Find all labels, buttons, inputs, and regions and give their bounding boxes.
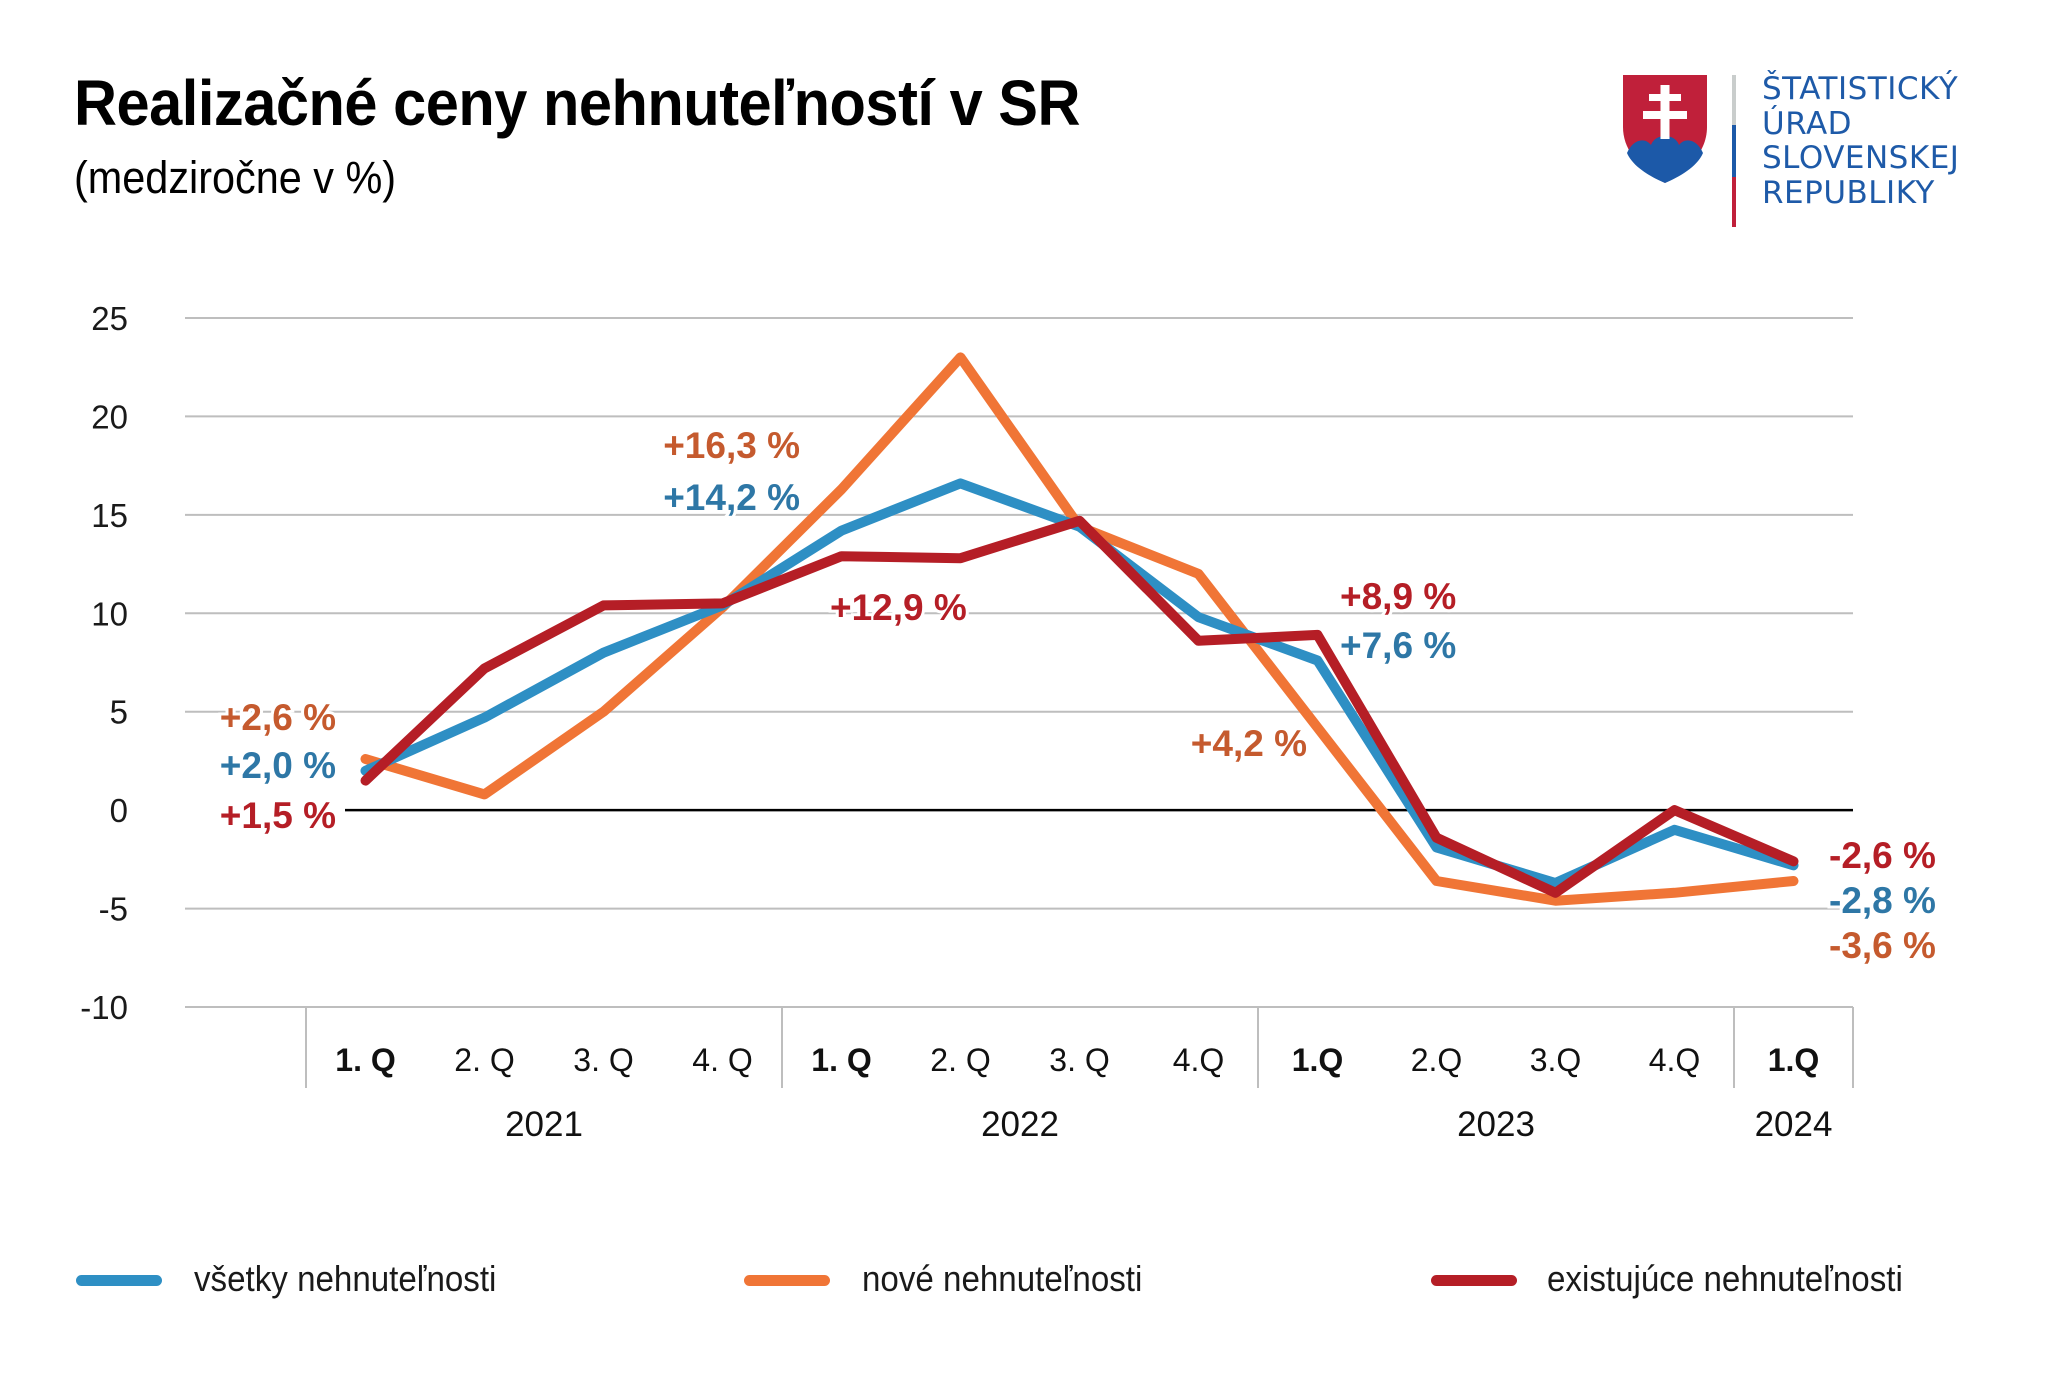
legend-label: existujúce nehnuteľnosti — [1547, 1258, 1903, 1299]
y-tick-label: -10 — [80, 989, 128, 1026]
x-axis: 2021 2022 2023 2024 1. Q 2. Q 3. Q 4. Q 1. Q 2. Q… — [305, 1007, 1854, 1144]
logo-line: ŠTATISTICKÝ — [1762, 71, 1959, 107]
y-tick-label: 25 — [91, 300, 128, 337]
series-line-0 — [360, 478, 1799, 888]
series-lines — [360, 352, 1799, 906]
x-tick-label: 2. Q — [930, 1042, 990, 1078]
data-label: +12,9 % — [830, 587, 967, 628]
data-label: +14,2 % — [663, 477, 800, 518]
data-labels: +2,6 % +2,0 % +1,5 % +16,3 % +14,2 % +12,9 % +… — [217, 422, 1939, 969]
y-tick-label: 10 — [91, 595, 128, 632]
y-tick-label: 5 — [110, 694, 128, 731]
x-tick-label: 4.Q — [1173, 1042, 1225, 1078]
logo-text: ŠTATISTICKÝ ÚRAD SLOVENSKEJ REPUBLIKY — [1762, 72, 1959, 210]
double-cross — [1643, 85, 1687, 139]
y-tick-label: 15 — [91, 497, 128, 534]
x-year-label: 2021 — [505, 1105, 583, 1144]
logo-line: ÚRAD — [1762, 105, 1853, 142]
logo-divider — [1732, 75, 1736, 227]
x-tick-label: 2. Q — [454, 1042, 514, 1078]
shield-hills — [1627, 136, 1703, 183]
data-label: +1,5 % — [220, 795, 336, 836]
gridlines — [185, 317, 1853, 1008]
data-label: -2,6 % — [1829, 835, 1936, 876]
data-label: +2,0 % — [220, 745, 336, 786]
x-tick-label: 1.Q — [1292, 1042, 1344, 1078]
statistical-office-logo: ŠTATISTICKÝ ÚRAD SLOVENSKEJ REPUBLIKY — [1620, 72, 2020, 232]
series-line-2 — [360, 515, 1799, 898]
legend-label: všetky nehnuteľnosti — [194, 1258, 497, 1299]
y-tick-label: 0 — [110, 792, 128, 829]
legend-swatch-red — [1431, 1275, 1517, 1286]
legend-swatch-orange — [744, 1275, 830, 1286]
chart-title: Realizačné ceny nehnuteľností v SR — [74, 67, 1081, 139]
y-tick-label: 20 — [91, 398, 128, 435]
legend-label: nové nehnuteľnosti — [862, 1258, 1143, 1299]
x-tick-label: 3. Q — [1049, 1042, 1109, 1078]
series-line-1 — [360, 352, 1799, 906]
legend-swatch-blue — [76, 1275, 162, 1286]
chart-subtitle: (medziročne v %) — [74, 152, 397, 203]
data-label: +7,6 % — [1340, 625, 1456, 666]
x-tick-label: 4.Q — [1649, 1042, 1701, 1078]
x-tick-label: 4. Q — [692, 1042, 752, 1078]
data-label: +2,6 % — [220, 697, 336, 738]
data-label: +4,2 % — [1191, 723, 1307, 764]
x-tick-label: 3. Q — [573, 1042, 633, 1078]
data-label: +8,9 % — [1340, 576, 1456, 617]
x-year-label: 2022 — [981, 1105, 1059, 1144]
slovak-coat-of-arms-icon — [1623, 75, 1707, 183]
x-tick-label: 3.Q — [1530, 1042, 1582, 1078]
x-year-label: 2023 — [1457, 1105, 1535, 1144]
data-label: -3,6 % — [1829, 925, 1936, 966]
x-year-label: 2024 — [1755, 1105, 1833, 1144]
y-tick-label: -5 — [99, 891, 128, 928]
x-tick-label: 1. Q — [335, 1042, 395, 1078]
y-axis-ticks: 25 20 15 10 5 0 -5 -10 — [80, 300, 128, 1026]
data-label: +16,3 % — [663, 425, 800, 466]
data-label: -2,8 % — [1829, 880, 1936, 921]
x-tick-label: 1.Q — [1768, 1042, 1820, 1078]
logo-line: SLOVENSKEJ — [1762, 140, 1960, 176]
logo-line: REPUBLIKY — [1762, 174, 1935, 211]
x-tick-label: 2.Q — [1411, 1042, 1463, 1078]
x-tick-label: 1. Q — [811, 1042, 871, 1078]
